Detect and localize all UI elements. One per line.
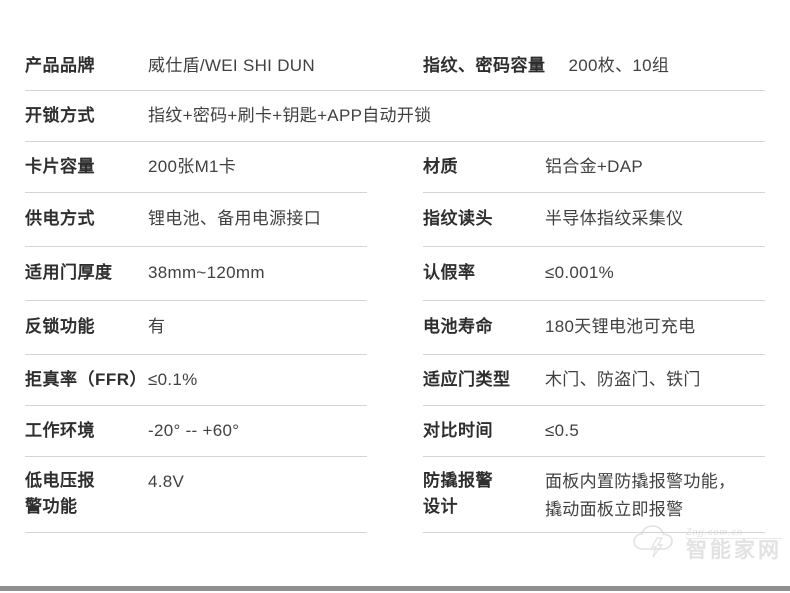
spec-label-fp-reader: 指纹读头 (423, 209, 493, 229)
spec-label-power-supply: 供电方式 (25, 209, 95, 229)
spec-value-fp-reader: 半导体指纹采集仪 (545, 209, 684, 229)
spec-row-anti-lock: 反锁功能 有 (25, 301, 367, 355)
spec-row-card-capacity: 卡片容量 200张M1卡 (25, 142, 367, 193)
spec-label-brand: 产品品牌 (25, 55, 95, 75)
spec-row-battery-life: 电池寿命 180天锂电池可充电 (423, 301, 765, 355)
spec-value-fp-capacity: 200枚、10组 (568, 55, 670, 75)
spec-label-unlock-method: 开锁方式 (25, 105, 95, 125)
spec-value-tamper-alarm: 面板内置防撬报警功能， 撬动面板立即报警 (545, 472, 736, 520)
spec-label-fp-capacity: 指纹、密码容量 (423, 55, 546, 75)
spec-value-power-supply: 锂电池、备用电源接口 (148, 209, 321, 229)
spec-label-anti-lock: 反锁功能 (25, 317, 95, 337)
bottom-divider (0, 586, 790, 591)
spec-value-ffr: ≤0.1% (148, 369, 198, 389)
spec-row-brand-capacity: 产品品牌 威仕盾/WEI SHI DUN 指纹、密码容量 200枚、10组 (25, 42, 765, 91)
spec-value-unlock-method: 指纹+密码+刷卡+钥匙+APP自动开锁 (148, 105, 432, 125)
spec-cell-brand: 产品品牌 威仕盾/WEI SHI DUN (25, 52, 367, 80)
spec-row-door-types: 适应门类型 木门、防盗门、铁门 (423, 355, 765, 406)
spec-row-far: 认假率 ≤0.001% (423, 247, 765, 301)
spec-row-unlock-method: 开锁方式 指纹+密码+刷卡+钥匙+APP自动开锁 (25, 91, 765, 142)
spec-table: 产品品牌 威仕盾/WEI SHI DUN 指纹、密码容量 200枚、10组 开锁… (25, 42, 765, 533)
spec-label-door-thickness: 适用门厚度 (25, 263, 113, 283)
watermark-site-name: 智能家网 (686, 538, 782, 562)
spec-value-card-capacity: 200张M1卡 (148, 156, 237, 176)
spec-row-working-env: 工作环境 -20° -- +60° (25, 406, 367, 457)
spec-row-fp-reader: 指纹读头 半导体指纹采集仪 (423, 193, 765, 247)
spec-value-battery-life: 180天锂电池可充电 (545, 317, 696, 337)
spec-right-column: 材质 铝合金+DAP 指纹读头 半导体指纹采集仪 认假率 ≤0.001% 电池寿… (423, 142, 765, 533)
spec-left-column: 卡片容量 200张M1卡 供电方式 锂电池、备用电源接口 适用门厚度 38mm~… (25, 142, 367, 533)
spec-label-battery-life: 电池寿命 (423, 317, 493, 337)
spec-value-match-time: ≤0.5 (545, 420, 580, 440)
spec-columns: 卡片容量 200张M1卡 供电方式 锂电池、备用电源接口 适用门厚度 38mm~… (25, 142, 765, 533)
spec-label-door-types: 适应门类型 (423, 369, 511, 389)
spec-value-working-env: -20° -- +60° (148, 420, 240, 440)
spec-row-tamper-alarm: 防撬报警 设计 面板内置防撬报警功能， 撬动面板立即报警 (423, 457, 765, 533)
spec-row-door-thickness: 适用门厚度 38mm~120mm (25, 247, 367, 301)
spec-value-far: ≤0.001% (545, 263, 615, 283)
spec-row-match-time: 对比时间 ≤0.5 (423, 406, 765, 457)
spec-value-material: 铝合金+DAP (545, 156, 643, 176)
spec-value-door-types: 木门、防盗门、铁门 (545, 369, 701, 389)
spec-label-material: 材质 (423, 156, 458, 176)
spec-label-working-env: 工作环境 (25, 420, 95, 440)
spec-row-low-voltage-alarm: 低电压报 警功能 4.8V (25, 457, 367, 533)
spec-value-door-thickness: 38mm~120mm (148, 263, 265, 283)
spec-row-ffr: 拒真率（FFR） ≤0.1% (25, 355, 367, 406)
spec-label-match-time: 对比时间 (423, 420, 493, 440)
spec-row-power-supply: 供电方式 锂电池、备用电源接口 (25, 193, 367, 247)
spec-value-anti-lock: 有 (148, 317, 166, 337)
spec-label-card-capacity: 卡片容量 (25, 156, 95, 176)
spec-cell-fp-capacity: 指纹、密码容量 200枚、10组 (423, 52, 765, 80)
spec-row-material: 材质 铝合金+DAP (423, 142, 765, 193)
spec-value-low-voltage-alarm: 4.8V (148, 472, 185, 491)
spec-value-brand: 威仕盾/WEI SHI DUN (148, 55, 315, 75)
spec-label-far: 认假率 (423, 263, 476, 283)
spec-label-low-voltage-alarm: 低电压报 警功能 (25, 471, 95, 517)
spec-label-ffr: 拒真率（FFR） (25, 369, 148, 389)
spec-label-tamper-alarm: 防撬报警 设计 (423, 471, 493, 517)
